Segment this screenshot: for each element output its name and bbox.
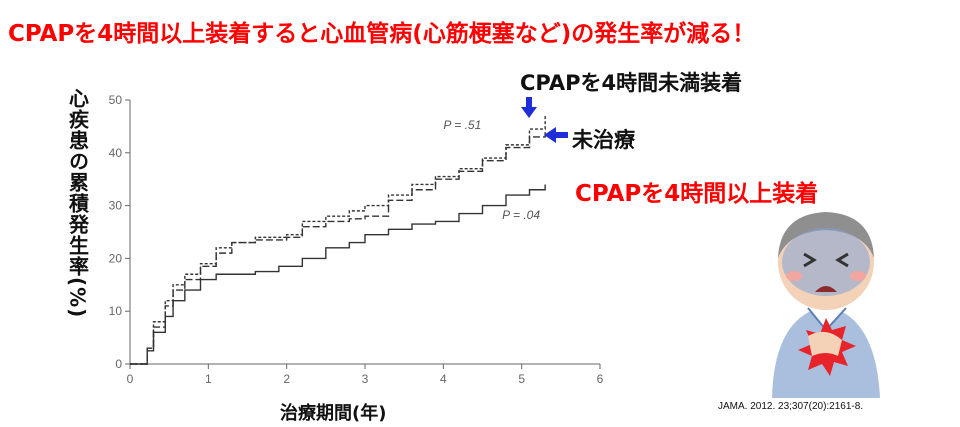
- y-tick-label: 0: [115, 357, 122, 371]
- label-cpap-over-4h: CPAPを4時間以上装着: [575, 181, 819, 207]
- label-cpap-under-4h: CPAPを4時間未満装着: [520, 71, 743, 95]
- y-tick-label: 10: [109, 304, 123, 318]
- chart-annotations: P = .51 P = .04: [443, 118, 540, 222]
- x-tick-label: 2: [283, 372, 290, 386]
- y-tick-label: 30: [109, 199, 123, 213]
- citation: JAMA. 2012. 23;307(20):2161-8.: [718, 401, 864, 412]
- headline: CPAPを4時間以上装着すると心血管病(心筋梗塞など)の発生率が減る！: [8, 21, 756, 47]
- chart-series: [130, 115, 546, 365]
- x-tick-label: 5: [518, 372, 525, 386]
- chest-pain-man-illustration: [772, 212, 880, 398]
- x-tick-label: 3: [362, 372, 369, 386]
- y-tick-label: 50: [109, 93, 123, 107]
- arrow-left-icon: [544, 127, 568, 143]
- y-axis-title: 心疾患の累積発生率(%): [65, 88, 90, 319]
- p-value-annotation: P = .04: [502, 208, 540, 222]
- x-tick-label: 0: [127, 372, 134, 386]
- x-tick-label: 6: [597, 372, 604, 386]
- y-tick-label: 20: [109, 251, 123, 265]
- arrow-down-icon: [521, 97, 537, 118]
- x-axis-title: 治療期間(年): [280, 403, 387, 424]
- p-value-annotation: P = .51: [443, 118, 481, 132]
- series-line-3: [130, 184, 546, 365]
- label-untreated: 未治療: [572, 128, 635, 152]
- x-tick-label: 4: [440, 372, 447, 386]
- series-line-1: [130, 115, 546, 365]
- y-axis-title-box: 心疾患の累積発生率(%): [59, 88, 97, 388]
- chart-axes: 0 10 20 30 40 50 0 1 2 3 4 5 6: [109, 93, 604, 386]
- x-tick-label: 1: [205, 372, 212, 386]
- series-line-2: [130, 131, 546, 365]
- y-tick-label: 40: [109, 146, 123, 160]
